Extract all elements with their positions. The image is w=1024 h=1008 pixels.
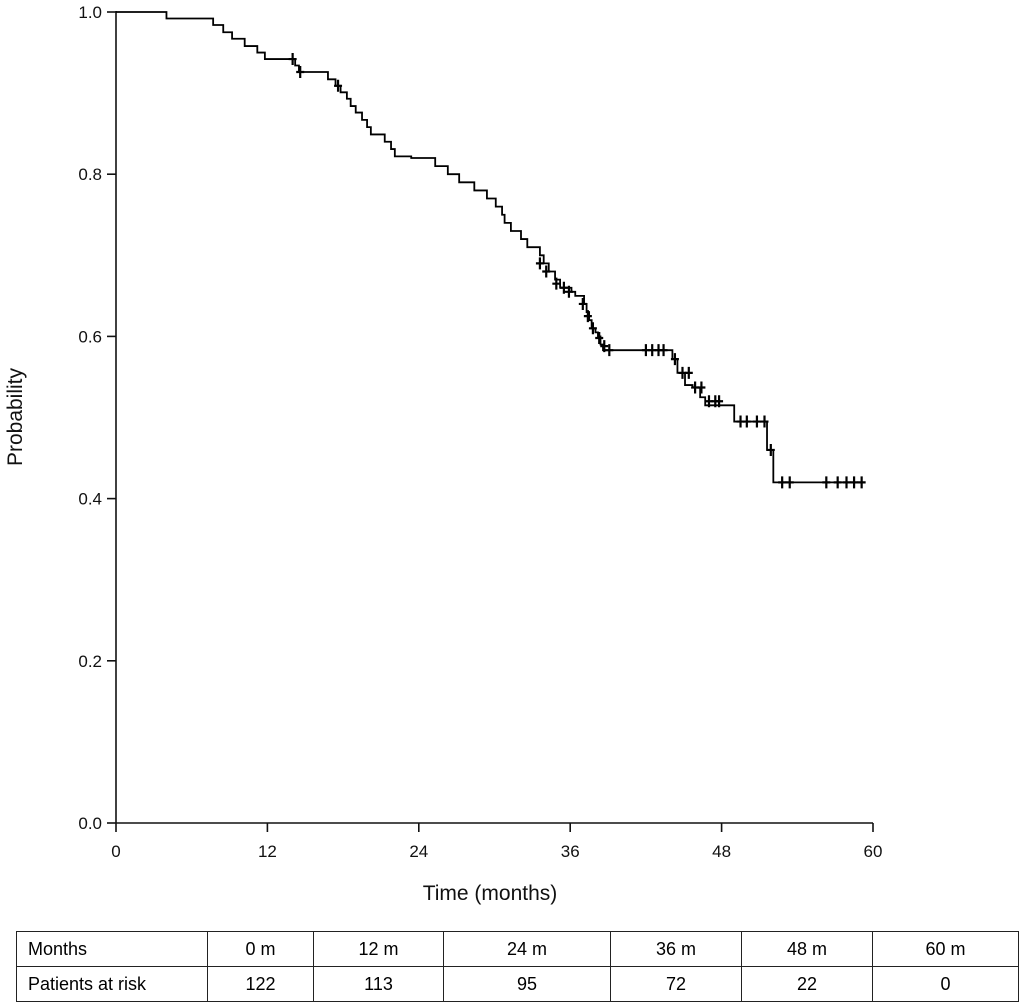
censor-mark: [684, 366, 693, 379]
censor-mark: [600, 340, 609, 353]
time-point-cell: 36 m: [610, 931, 742, 967]
censor-mark: [542, 265, 551, 278]
at-risk-count-cell: 22: [741, 966, 873, 1002]
censor-mark: [334, 79, 343, 92]
censor-mark: [752, 415, 761, 428]
x-tick-label: 0: [111, 842, 120, 861]
at-risk-count-cell: 0: [872, 966, 1019, 1002]
survival-chart: 0.0 0.2 0.4 0.6 0.8 1.0 0 12 24 36 48 60 Probabili…: [4, 3, 882, 905]
axes: [115, 11, 873, 824]
censor-mark: [288, 53, 297, 66]
censor-mark: [535, 257, 544, 270]
x-tick-label: 36: [561, 842, 580, 861]
y-tick-label: 0.8: [78, 165, 102, 184]
risk-table-count-row: Patients at risk 122 113 95 72 22 0: [16, 966, 1019, 1002]
censor-mark: [850, 476, 859, 489]
y-tick-label: 1.0: [78, 3, 102, 22]
censor-mark: [595, 332, 604, 345]
x-tick-label: 60: [864, 842, 883, 861]
censor-mark: [670, 353, 679, 366]
censor-mark: [842, 476, 851, 489]
risk-table-row-label: Patients at risk: [16, 966, 208, 1002]
y-axis-title: Probability: [4, 367, 27, 466]
censor-mark: [605, 344, 614, 357]
censor-mark: [588, 322, 597, 335]
at-risk-count-cell: 95: [443, 966, 611, 1002]
censor-mark: [785, 476, 794, 489]
censor-mark: [578, 297, 587, 310]
risk-table-header-row: Months 0 m 12 m 24 m 36 m 48 m 60 m: [16, 931, 1019, 967]
x-tick-label: 24: [409, 842, 428, 861]
risk-table: Months 0 m 12 m 24 m 36 m 48 m 60 m Pati…: [16, 931, 1019, 1002]
censor-mark: [742, 415, 751, 428]
censor-mark: [564, 285, 573, 298]
x-tick-label: 48: [712, 842, 731, 861]
censor-mark: [559, 281, 568, 294]
censor-mark: [833, 476, 842, 489]
survival-curve-group: [116, 11, 863, 484]
y-axis-ticks: 0.0 0.2 0.4 0.6 0.8 1.0: [78, 3, 116, 833]
time-point-cell: 0 m: [207, 931, 314, 967]
at-risk-count-cell: 113: [313, 966, 444, 1002]
y-tick-label: 0.0: [78, 814, 102, 833]
y-tick-label: 0.4: [78, 490, 102, 509]
x-tick-label: 12: [258, 842, 277, 861]
time-point-cell: 12 m: [313, 931, 444, 967]
time-point-cell: 60 m: [872, 931, 1019, 967]
y-tick-label: 0.2: [78, 652, 102, 671]
censor-mark: [822, 476, 831, 489]
censor-mark: [715, 395, 724, 408]
x-axis-ticks: 0 12 24 36 48 60: [111, 823, 882, 861]
at-risk-count-cell: 122: [207, 966, 314, 1002]
risk-table-header-label: Months: [16, 931, 208, 967]
time-point-cell: 24 m: [443, 931, 611, 967]
time-point-cell: 48 m: [741, 931, 873, 967]
censor-mark: [760, 415, 769, 428]
censor-mark: [778, 476, 787, 489]
censor-marks-group: [288, 53, 866, 489]
censor-mark: [857, 476, 866, 489]
survival-curve-line: [116, 11, 863, 484]
at-risk-count-cell: 72: [610, 966, 742, 1002]
censor-mark: [766, 443, 775, 456]
censor-mark: [296, 66, 305, 79]
censor-mark: [552, 277, 561, 290]
y-tick-label: 0.6: [78, 327, 102, 346]
x-axis-title: Time (months): [423, 882, 558, 905]
censor-mark: [583, 310, 592, 323]
censor-mark: [697, 381, 706, 394]
censor-mark: [659, 344, 668, 357]
